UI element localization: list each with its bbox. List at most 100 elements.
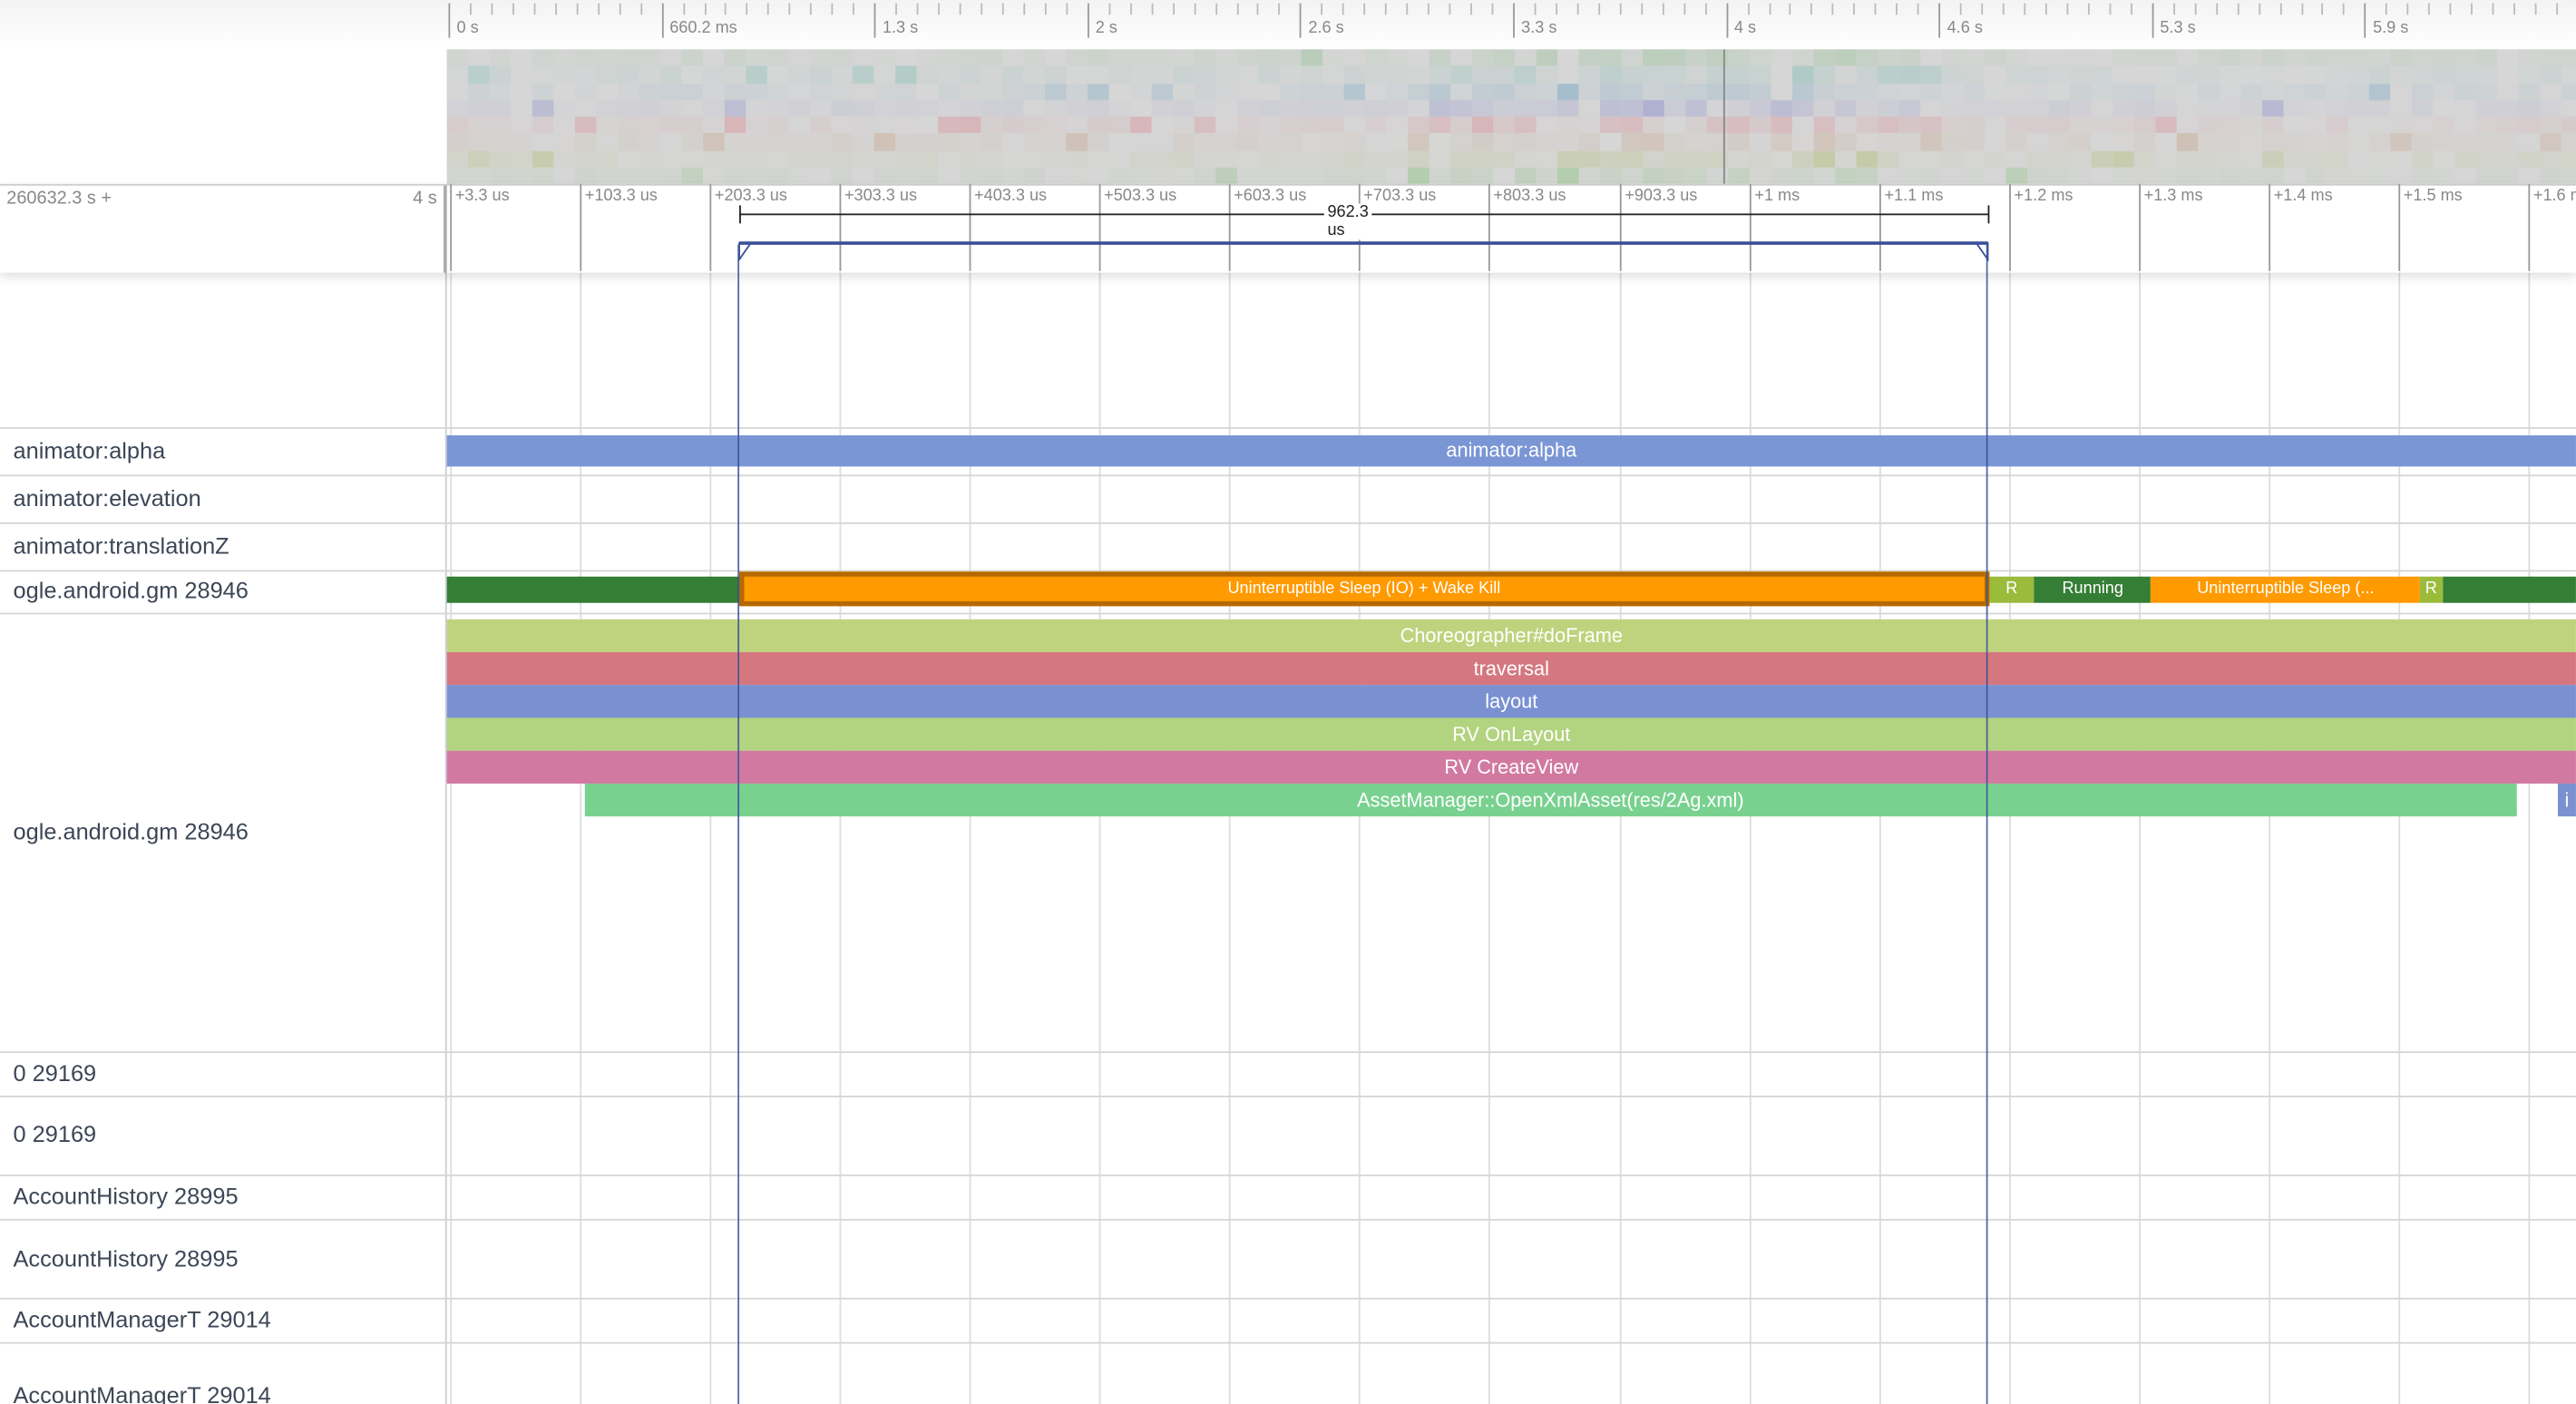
heatmap-cell xyxy=(788,49,810,66)
heatmap-cell xyxy=(1279,65,1302,83)
track-row[interactable] xyxy=(0,1298,2576,1342)
heatmap-cell xyxy=(2411,133,2434,151)
track-label[interactable]: ogle.android.gm 28946 xyxy=(13,576,249,603)
heatmap-cell xyxy=(1236,49,1259,66)
track-label[interactable]: 0 29169 xyxy=(13,1059,97,1087)
heatmap-cell xyxy=(1408,100,1429,117)
heatmap-cell xyxy=(2368,65,2391,83)
slice[interactable]: RV OnLayout xyxy=(446,717,2576,751)
track-row[interactable] xyxy=(0,522,2576,570)
heatmap-cell xyxy=(1643,100,1664,117)
track-label[interactable]: AccountManagerT 29014 xyxy=(13,1305,271,1332)
track-label[interactable]: 0 29169 xyxy=(13,1120,97,1147)
track-label[interactable]: AccountHistory 28995 xyxy=(13,1244,239,1272)
heatmap-cell xyxy=(1023,133,1045,151)
slice[interactable]: Choreographer#doFrame xyxy=(446,619,2576,653)
heatmap-cell xyxy=(1066,133,1088,151)
thread-state-segment[interactable]: R xyxy=(2420,576,2443,603)
overview-minor-tick xyxy=(2471,3,2474,15)
heatmap-cell xyxy=(853,100,874,117)
selection-end-line xyxy=(1986,244,1988,1404)
heatmap-cell xyxy=(938,116,960,134)
track-label[interactable]: animator:alpha xyxy=(13,436,166,463)
heatmap-cell xyxy=(1835,83,1857,101)
heatmap-cell xyxy=(1514,116,1537,134)
heatmap-cell xyxy=(1108,83,1131,101)
track-label[interactable]: AccountManagerT 29014 xyxy=(13,1381,271,1404)
overview-minor-tick xyxy=(853,3,855,15)
heatmap-cell xyxy=(2155,83,2177,101)
heatmap-cell xyxy=(1941,65,1964,83)
heatmap-cell xyxy=(746,65,767,83)
heatmap-cell xyxy=(596,65,619,83)
selection-bar[interactable] xyxy=(739,241,1988,245)
heatmap-cell xyxy=(1963,65,1985,83)
timeline-tick xyxy=(2398,183,2401,271)
heatmap-cell xyxy=(1557,49,1579,66)
track-row[interactable] xyxy=(0,1051,2576,1096)
thread-state-segment[interactable] xyxy=(446,576,740,603)
overview-heatmap[interactable] xyxy=(446,49,2576,184)
heatmap-cell xyxy=(724,49,746,66)
heatmap-cell xyxy=(532,100,554,117)
slice[interactable]: layout xyxy=(446,685,2576,718)
heatmap-cell xyxy=(2561,49,2576,66)
heatmap-cell xyxy=(2454,83,2476,101)
heatmap-cell xyxy=(1878,83,1899,101)
track-label[interactable]: AccountHistory 28995 xyxy=(13,1183,239,1210)
track-row[interactable] xyxy=(0,1219,2576,1298)
heatmap-cell xyxy=(1471,49,1494,66)
heatmap-cell xyxy=(1578,133,1601,151)
heatmap-cell xyxy=(766,65,789,83)
heatmap-cell xyxy=(1771,100,1793,117)
heatmap-cell xyxy=(1429,116,1451,134)
heatmap-cell xyxy=(1600,133,1622,151)
track-label[interactable]: animator:elevation xyxy=(13,484,201,512)
heatmap-cell xyxy=(1557,65,1579,83)
heatmap-cell xyxy=(639,49,661,66)
heatmap-cell xyxy=(639,83,661,101)
track-label[interactable]: ogle.android.gm 28946 xyxy=(13,817,249,844)
heatmap-cell xyxy=(873,83,896,101)
heatmap-cell xyxy=(1258,150,1280,168)
heatmap-cell xyxy=(2390,100,2412,117)
heatmap-cell xyxy=(1493,116,1515,134)
heatmap-cell xyxy=(1343,83,1366,101)
heatmap-cell xyxy=(2283,49,2306,66)
heatmap-cell xyxy=(1408,83,1429,101)
heatmap-cell xyxy=(2540,133,2561,151)
track-row[interactable] xyxy=(0,1342,2576,1404)
heatmap-cell xyxy=(446,49,469,66)
heatmap-cell xyxy=(1151,150,1174,168)
thread-state-segment[interactable]: Uninterruptible Sleep (IO) + Wake Kill xyxy=(739,571,1989,607)
heatmap-cell xyxy=(2326,116,2348,134)
thread-state-segment[interactable]: R xyxy=(1988,576,2034,603)
slice[interactable]: traversal xyxy=(446,652,2576,686)
slice-animator-alpha[interactable]: animator:alpha xyxy=(446,434,2576,467)
thread-state-segment[interactable]: Uninterruptible Sleep (... xyxy=(2151,576,2421,603)
timeline-tick-label: +3.3 us xyxy=(454,187,510,206)
overview-minor-tick xyxy=(1981,3,1984,15)
heatmap-cell xyxy=(916,49,939,66)
heatmap-cell xyxy=(724,83,746,101)
track-row[interactable] xyxy=(0,474,2576,522)
track-label[interactable]: animator:translationZ xyxy=(13,531,229,559)
heatmap-cell xyxy=(1493,65,1515,83)
heatmap-cell xyxy=(959,100,981,117)
thread-state-segment[interactable] xyxy=(2442,576,2576,603)
heatmap-cell xyxy=(1963,100,1985,117)
track-row[interactable] xyxy=(0,1175,2576,1219)
heatmap-cell xyxy=(2262,65,2284,83)
selection-start-flag-icon[interactable] xyxy=(737,241,757,261)
slice[interactable]: i xyxy=(2557,783,2576,817)
thread-state-segment[interactable]: Running xyxy=(2034,576,2152,603)
slice[interactable]: RV CreateView xyxy=(446,750,2576,784)
heatmap-cell xyxy=(959,83,981,101)
heatmap-cell xyxy=(1813,133,1836,151)
heatmap-cell xyxy=(1771,133,1793,151)
slice[interactable]: AssetManager::OpenXmlAsset(res/2Ag.xml) xyxy=(584,783,2517,817)
heatmap-cell xyxy=(895,150,917,168)
track-row[interactable] xyxy=(0,1096,2576,1175)
heatmap-cell xyxy=(1194,49,1216,66)
heatmap-cell xyxy=(1856,65,1878,83)
